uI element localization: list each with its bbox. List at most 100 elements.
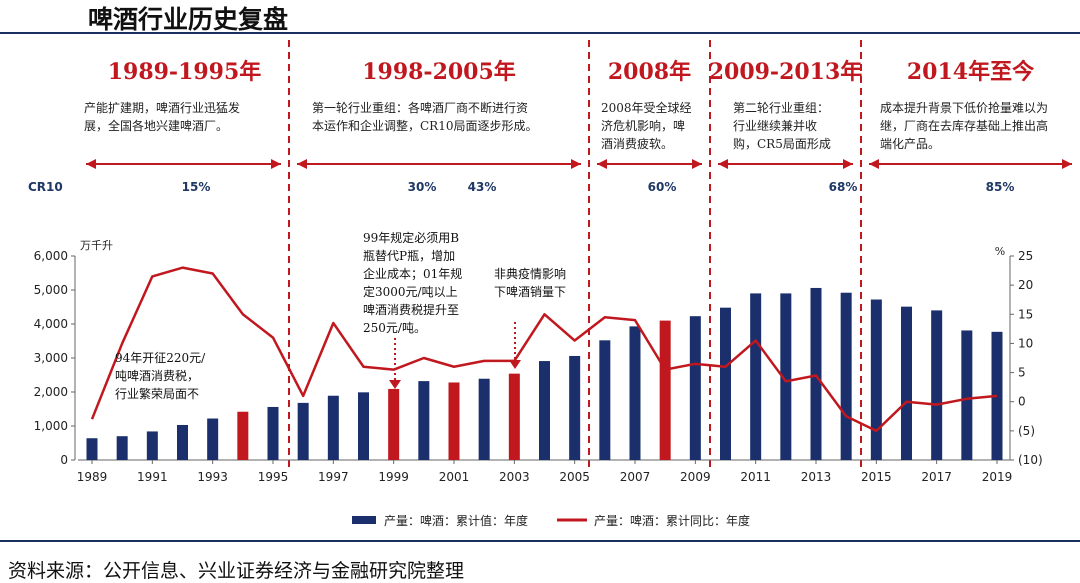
production-bar bbox=[629, 326, 641, 460]
production-bar bbox=[569, 355, 581, 460]
production-bar bbox=[659, 320, 671, 460]
production-bar bbox=[448, 382, 460, 460]
cr10-label: CR10 bbox=[28, 180, 63, 194]
y2-tick-label: 20 bbox=[1018, 278, 1033, 292]
annotation-2003: 下啤酒销量下 bbox=[494, 284, 566, 299]
y-tick-label: 2,000 bbox=[34, 385, 68, 399]
annotation-1999: 企业成本；01年规 bbox=[363, 266, 462, 281]
era-description: 购，CR5局面形成 bbox=[733, 136, 831, 151]
y2-tick-label: 10 bbox=[1018, 336, 1033, 350]
legend-bar-label: 产量：啤酒：累计值：年度 bbox=[384, 513, 528, 528]
era-arrow-head-left bbox=[86, 159, 96, 169]
annotation-1994: 94年开征220元/ bbox=[115, 351, 206, 365]
cr10-value: 15% bbox=[182, 180, 211, 194]
x-tick-label: 2005 bbox=[559, 470, 590, 484]
y-tick-label: 4,000 bbox=[34, 317, 68, 331]
era-arrow-head-left bbox=[718, 159, 728, 169]
y2-tick-label: 25 bbox=[1018, 249, 1033, 263]
y2-tick-label: (10) bbox=[1018, 453, 1043, 467]
production-bar bbox=[810, 287, 822, 460]
annotation-arrow-2003 bbox=[509, 360, 521, 369]
x-tick-label: 2009 bbox=[680, 470, 711, 484]
era-arrow-head-right bbox=[271, 159, 281, 169]
era-description: 第一轮行业重组：各啤酒厂商不断进行资 bbox=[312, 100, 528, 115]
x-tick-label: 2011 bbox=[740, 470, 771, 484]
era-title: 1989-1995年 bbox=[108, 59, 262, 85]
annotation-1999: 啤酒消费税提升至 bbox=[363, 302, 459, 317]
legend-line-label: 产量：啤酒：累计同比：年度 bbox=[594, 513, 750, 528]
production-bar bbox=[388, 388, 400, 460]
annotation-2003: 非典疫情影响 bbox=[494, 266, 566, 281]
title-rule bbox=[0, 32, 1080, 34]
era-description: 端化产品。 bbox=[880, 137, 940, 151]
y-tick-label: 5,000 bbox=[34, 283, 68, 297]
production-bar bbox=[508, 373, 520, 460]
production-bar bbox=[237, 411, 249, 460]
era-title: 2014年至今 bbox=[907, 59, 1034, 85]
era-arrow-head-right bbox=[1062, 159, 1072, 169]
production-bar bbox=[478, 378, 490, 460]
y2-tick-label: 15 bbox=[1018, 307, 1033, 321]
cr10-value: 30% bbox=[408, 180, 437, 194]
production-bar bbox=[901, 306, 912, 460]
annotation-arrow-1999 bbox=[389, 380, 401, 389]
era-description: 本运作和企业调整，CR10局面逐步形成。 bbox=[312, 118, 538, 133]
production-bar bbox=[146, 431, 158, 460]
production-bar bbox=[207, 418, 219, 460]
era-description: 酒消费疲软。 bbox=[601, 136, 673, 151]
y-tick-label: 6,000 bbox=[34, 249, 68, 263]
production-bar bbox=[750, 293, 762, 460]
x-tick-label: 2007 bbox=[620, 470, 651, 484]
y-tick-label: 1,000 bbox=[34, 419, 68, 433]
cr10-value: 60% bbox=[648, 180, 677, 194]
bottom-rule bbox=[0, 540, 1080, 542]
x-tick-label: 1997 bbox=[318, 470, 349, 484]
x-tick-label: 1989 bbox=[77, 470, 108, 484]
page-title: 啤酒行业历史复盘 bbox=[88, 5, 289, 34]
production-bar bbox=[358, 392, 369, 460]
era-description: 第二轮行业重组： bbox=[733, 101, 829, 115]
era-arrow-head-left bbox=[297, 159, 307, 169]
era-description: 继，厂商在去库存基础上推出高 bbox=[880, 118, 1048, 133]
annotation-1999: 瓶替代P瓶，增加 bbox=[363, 249, 455, 263]
production-bar bbox=[267, 406, 279, 460]
production-bar bbox=[599, 340, 611, 460]
era-description: 行业继续兼并收 bbox=[733, 119, 817, 133]
era-description: 展，全国各地兴建啤酒厂。 bbox=[84, 118, 228, 133]
era-arrow-head-right bbox=[692, 159, 702, 169]
production-bar bbox=[418, 381, 430, 460]
production-bar bbox=[840, 292, 852, 460]
cr10-value: 68% bbox=[829, 180, 858, 194]
production-bar bbox=[327, 395, 339, 460]
annotation-1999: 250元/吨。 bbox=[363, 321, 426, 335]
y-tick-label: 0 bbox=[60, 453, 68, 467]
era-arrow-head-right bbox=[843, 159, 853, 169]
x-tick-label: 2001 bbox=[439, 470, 470, 484]
yoy-growth-line bbox=[90, 266, 998, 433]
era-description: 济危机影响，啤 bbox=[601, 118, 685, 133]
production-bar bbox=[86, 438, 98, 460]
x-tick-label: 1993 bbox=[197, 470, 228, 484]
x-tick-label: 2017 bbox=[921, 470, 952, 484]
cr10-value: 85% bbox=[986, 180, 1015, 194]
production-bar bbox=[177, 424, 188, 460]
production-bar bbox=[961, 330, 973, 460]
x-tick-label: 2015 bbox=[861, 470, 892, 484]
era-description: 成本提升背景下低价抢量难以为 bbox=[880, 100, 1048, 115]
production-bar bbox=[720, 307, 731, 460]
production-bar bbox=[116, 436, 128, 460]
production-bar bbox=[931, 310, 943, 460]
y2-tick-label: 0 bbox=[1018, 395, 1026, 409]
legend-bar-swatch bbox=[352, 516, 376, 524]
source-note: 资料来源：公开信息、兴业证券经济与金融研究院整理 bbox=[8, 560, 465, 582]
y-tick-label: 3,000 bbox=[34, 351, 68, 365]
era-arrow-head-left bbox=[597, 159, 607, 169]
x-tick-label: 1999 bbox=[378, 470, 409, 484]
y2-tick-label: (5) bbox=[1018, 424, 1035, 438]
y2-axis-label: % bbox=[995, 245, 1005, 258]
annotation-1999: 99年规定必须用B bbox=[363, 230, 459, 245]
era-description: 2008年受全球经 bbox=[601, 100, 692, 115]
x-tick-label: 1991 bbox=[137, 470, 168, 484]
era-title: 1998-2005年 bbox=[362, 59, 516, 85]
